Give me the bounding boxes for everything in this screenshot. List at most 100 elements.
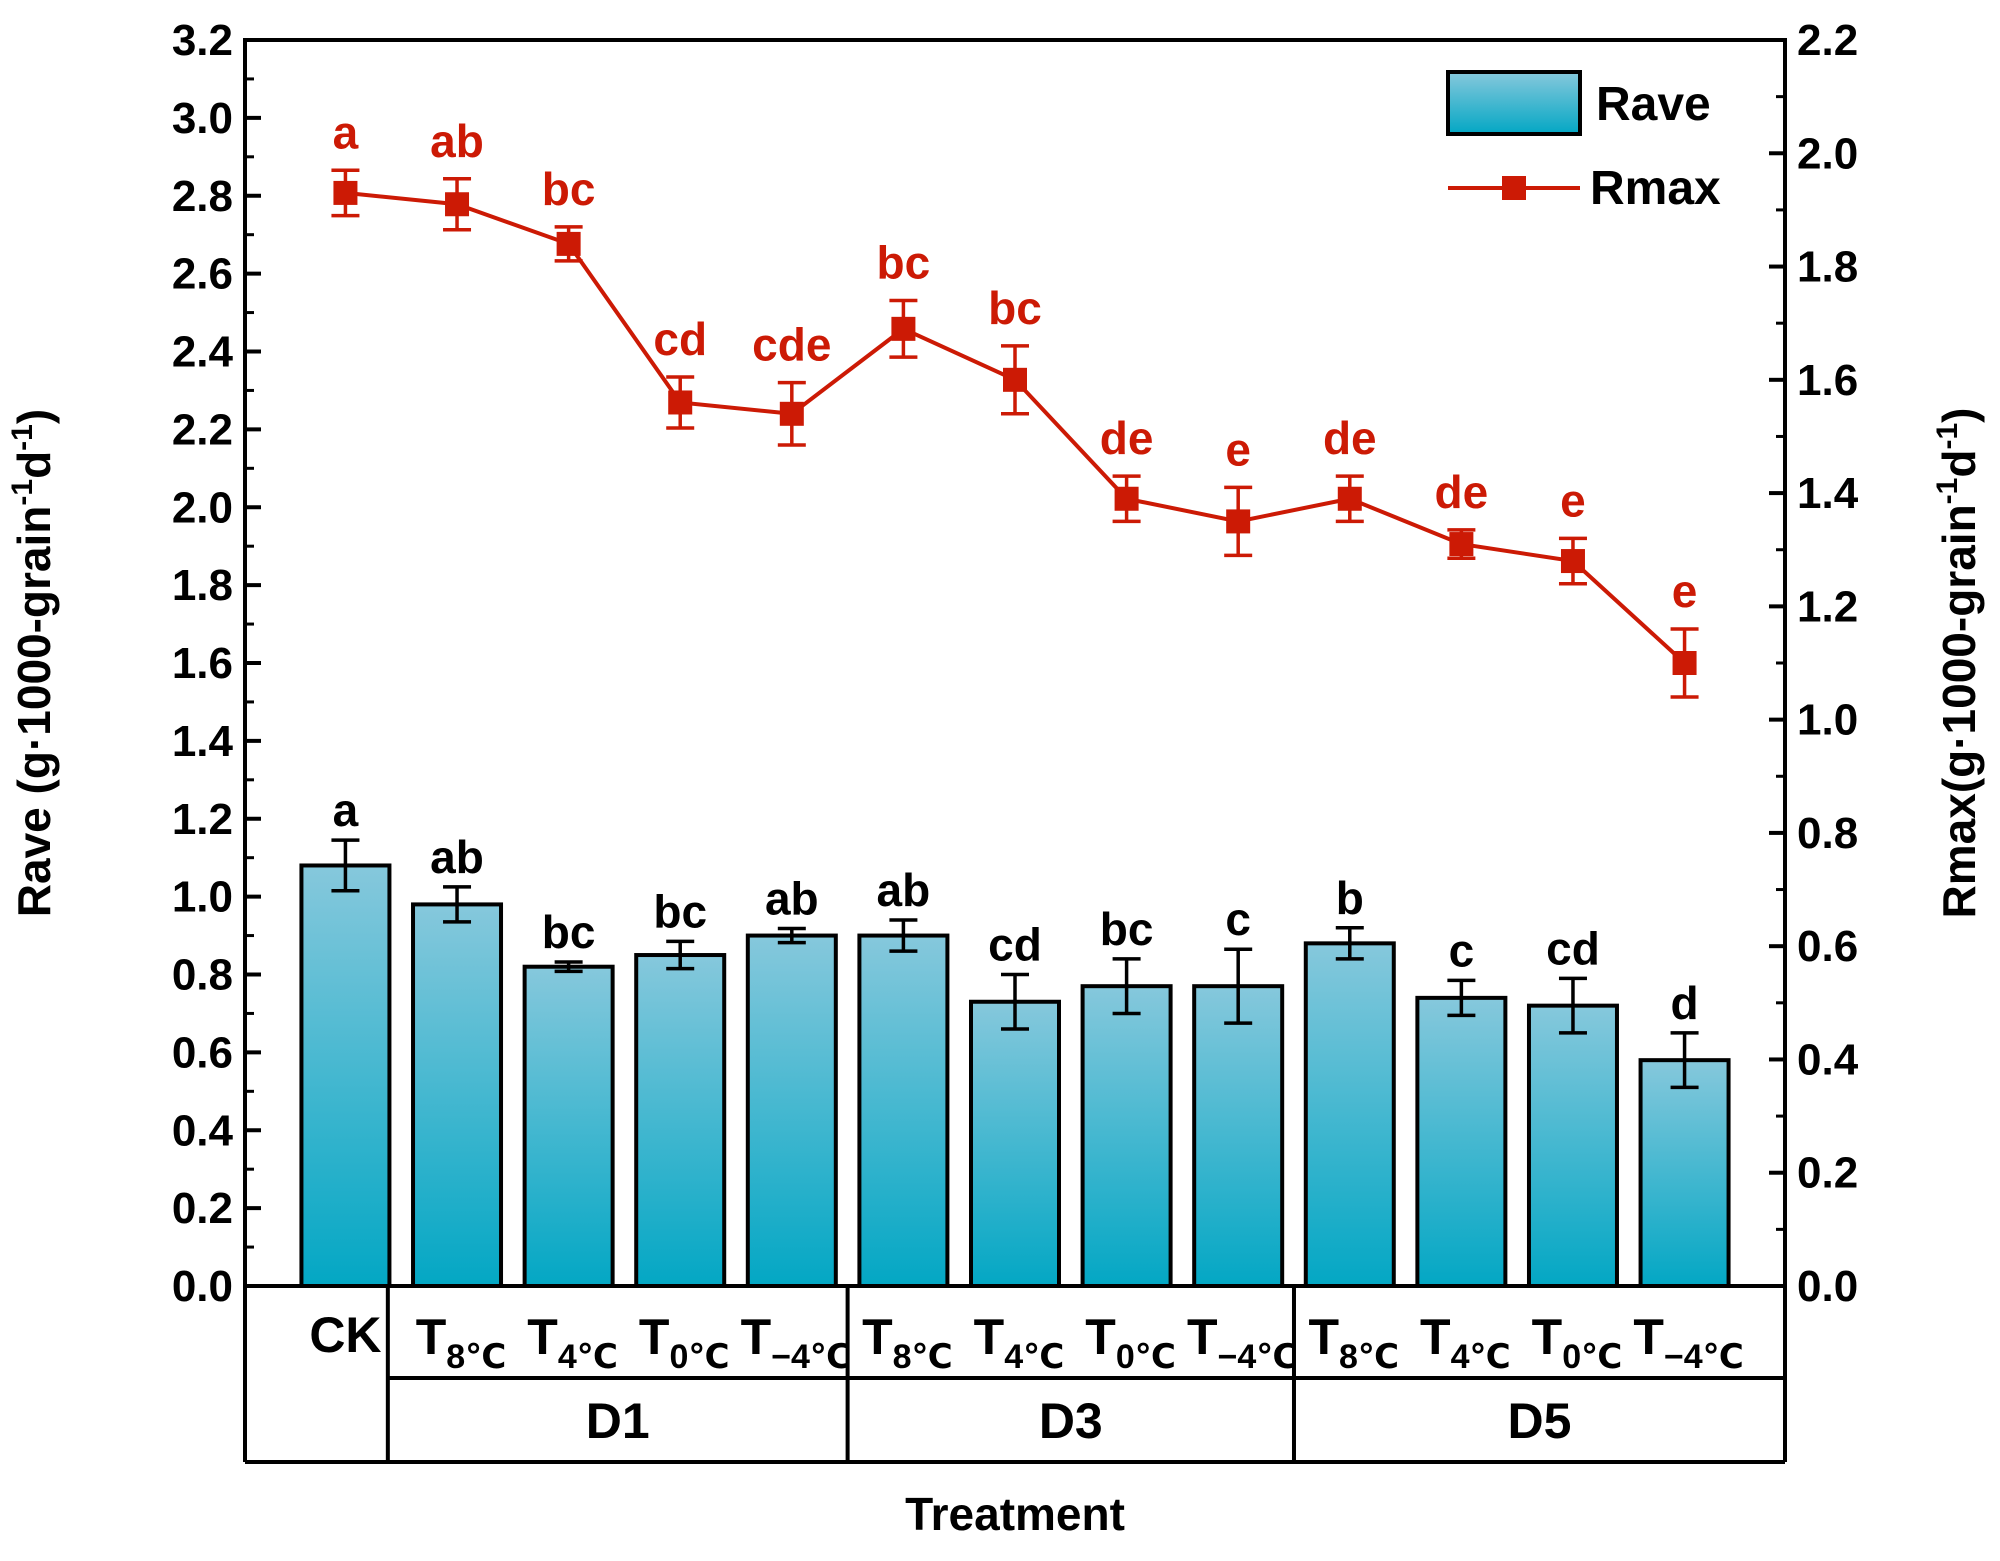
left-tick-label: 1.6 xyxy=(172,639,233,688)
left-tick-label: 2.8 xyxy=(172,172,233,221)
right-tick-label: 1.8 xyxy=(1797,243,1858,292)
sig-label-rave: ab xyxy=(430,831,484,883)
right-tick-label: 1.0 xyxy=(1797,696,1858,745)
marker-rmax xyxy=(779,401,804,426)
marker-rmax xyxy=(891,316,916,341)
legend-label-rmax: Rmax xyxy=(1590,162,1721,215)
marker-rmax xyxy=(1672,651,1697,675)
x-axis-title: Treatment xyxy=(905,1488,1125,1540)
left-tick-label: 0.0 xyxy=(172,1262,233,1311)
right-tick-label: 2.0 xyxy=(1797,129,1858,178)
bar-rave xyxy=(1526,1003,1619,1289)
marker-rmax xyxy=(1449,532,1474,557)
sig-label-rave: ab xyxy=(877,864,931,916)
left-tick-label: 1.8 xyxy=(172,561,233,610)
right-tick-label: 1.6 xyxy=(1797,356,1858,405)
sig-label-rmax: e xyxy=(1225,423,1251,475)
sig-label-rave: bc xyxy=(542,906,596,958)
sig-label-rmax: a xyxy=(333,106,359,158)
marker-rmax xyxy=(445,192,470,217)
bar-rave xyxy=(1080,984,1173,1289)
right-tick-label: 0.4 xyxy=(1797,1035,1859,1084)
category-label: T8℃ xyxy=(862,1309,953,1376)
category-label: T8℃ xyxy=(1308,1309,1399,1376)
marker-rmax xyxy=(668,390,693,415)
sig-label-rmax: ab xyxy=(430,115,484,167)
sig-label-rmax: e xyxy=(1560,474,1586,526)
y-axis-left-title: Rave (g·1000-grain-1d-1) xyxy=(6,409,60,917)
category-label: T0℃ xyxy=(639,1309,730,1376)
sig-label-rave: c xyxy=(1449,924,1475,976)
legend-swatch-rave xyxy=(1446,70,1582,136)
line-rmax xyxy=(345,190,1686,665)
right-tick-label: 0.2 xyxy=(1797,1149,1858,1198)
left-tick-label: 2.6 xyxy=(172,250,233,299)
left-tick-label: 0.6 xyxy=(172,1028,233,1077)
category-label: T4℃ xyxy=(527,1309,618,1376)
right-tick-label: 1.2 xyxy=(1797,582,1858,631)
left-tick-label: 1.0 xyxy=(172,873,233,922)
group-label: D5 xyxy=(1508,1393,1572,1449)
bar-rave xyxy=(857,933,950,1288)
category-label: T4℃ xyxy=(974,1309,1065,1376)
right-tick-label: 2.2 xyxy=(1797,16,1858,65)
sig-label-rave: c xyxy=(1225,893,1251,945)
bar-rave xyxy=(522,964,615,1289)
legend-marker-rmax xyxy=(1502,176,1526,200)
legend-label-rave: Rave xyxy=(1596,78,1711,131)
bar-rave xyxy=(969,999,1061,1288)
left-tick-label: 0.4 xyxy=(172,1106,234,1155)
sig-label-rave: bc xyxy=(1100,903,1154,955)
marker-rmax xyxy=(333,180,358,205)
sig-label-rave: d xyxy=(1671,977,1699,1029)
category-label: T4℃ xyxy=(1420,1309,1511,1376)
sig-label-rmax: de xyxy=(1435,466,1489,518)
sig-label-rmax: bc xyxy=(877,237,931,289)
group-label: D1 xyxy=(586,1393,650,1449)
category-label: T−4℃ xyxy=(741,1309,851,1376)
group-label: D3 xyxy=(1039,1393,1103,1449)
bar-rave xyxy=(1638,1058,1731,1288)
left-tick-label: 3.0 xyxy=(172,94,233,143)
category-label: T−4℃ xyxy=(1187,1309,1297,1376)
category-label: T0℃ xyxy=(1532,1309,1623,1376)
sig-label-rmax: e xyxy=(1672,565,1698,617)
sig-label-rave: a xyxy=(333,784,359,836)
bar-rave xyxy=(634,953,727,1288)
marker-rmax xyxy=(1003,367,1027,392)
left-tick-label: 2.4 xyxy=(172,328,234,377)
left-tick-label: 2.0 xyxy=(172,483,233,532)
marker-rmax xyxy=(1226,509,1251,534)
category-label: T−4℃ xyxy=(1633,1309,1743,1376)
bar-rave xyxy=(1415,995,1508,1288)
left-tick-label: 2.2 xyxy=(172,405,233,454)
marker-rmax xyxy=(556,231,581,256)
category-label: T0℃ xyxy=(1085,1309,1176,1376)
right-tick-label: 0.0 xyxy=(1797,1262,1858,1311)
category-label: CK xyxy=(309,1307,381,1363)
bar-rave xyxy=(745,933,838,1288)
sig-label-rave: bc xyxy=(653,885,707,937)
marker-rmax xyxy=(1337,486,1362,511)
left-tick-label: 0.2 xyxy=(172,1184,233,1233)
marker-rmax xyxy=(1560,549,1585,574)
sig-label-rave: b xyxy=(1336,872,1364,924)
sig-label-rmax: de xyxy=(1100,412,1154,464)
sig-label-rmax: cde xyxy=(752,319,831,371)
right-tick-label: 1.4 xyxy=(1797,469,1859,518)
y-axis-right-title: Rmax(g·1000-grain-1d-1) xyxy=(1931,408,1985,919)
sig-label-rave: ab xyxy=(765,873,819,925)
sig-label-rmax: bc xyxy=(542,163,596,215)
left-tick-label: 1.4 xyxy=(172,717,234,766)
marker-rmax xyxy=(1114,486,1139,511)
bar-rave xyxy=(411,902,504,1288)
left-tick-label: 1.2 xyxy=(172,795,233,844)
bar-rave xyxy=(1192,984,1285,1289)
left-tick-label: 3.2 xyxy=(172,16,233,65)
sig-label-rave: cd xyxy=(988,919,1042,971)
right-tick-label: 0.6 xyxy=(1797,922,1858,971)
sig-label-rmax: de xyxy=(1323,412,1377,464)
category-label: T8℃ xyxy=(416,1309,507,1376)
sig-label-rmax: cd xyxy=(653,313,707,365)
